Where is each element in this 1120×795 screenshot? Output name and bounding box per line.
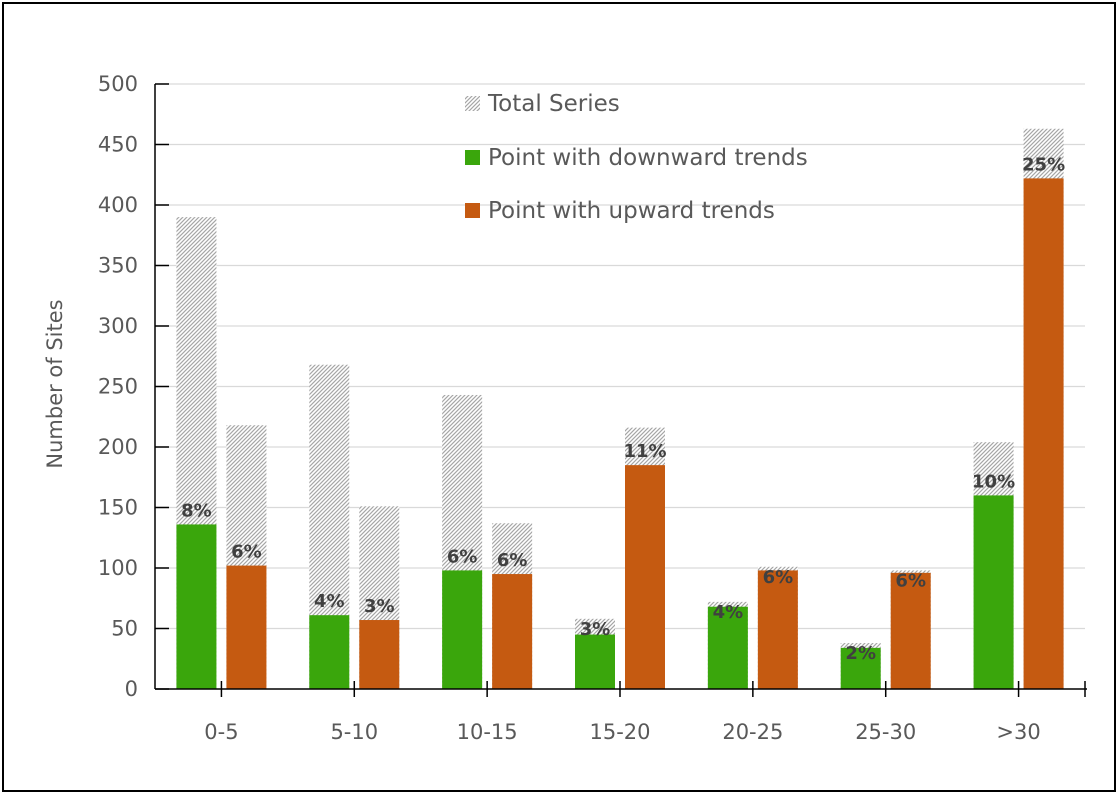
bar-down (707, 606, 748, 689)
legend-swatch-up (465, 203, 480, 218)
y-tick-label: 150 (98, 496, 138, 520)
legend-swatch-total (465, 96, 480, 111)
legend: Total Series Point with downward trends … (465, 91, 808, 224)
data-label-down: 4% (713, 602, 744, 623)
data-label-up: 6% (763, 567, 794, 588)
bar-down (309, 615, 350, 689)
data-label-down: 6% (447, 546, 478, 567)
bar-up (492, 574, 533, 689)
y-tick-label: 450 (98, 133, 138, 157)
bar-up (757, 570, 798, 689)
legend-label-total: Total Series (487, 91, 620, 117)
y-tick-label: 200 (98, 435, 138, 459)
x-tick-label: 15-20 (589, 720, 650, 744)
bar-down (176, 524, 217, 689)
data-label-down: 8% (181, 500, 212, 521)
legend-label-up: Point with upward trends (488, 198, 775, 224)
data-label-down: 3% (580, 619, 611, 640)
data-label-up: 6% (231, 542, 262, 563)
x-tick-label: 10-15 (457, 720, 518, 744)
x-tick-label: 0-5 (204, 720, 238, 744)
data-label-down: 10% (972, 471, 1015, 492)
bar-down (840, 647, 881, 689)
data-label-down: 4% (314, 591, 345, 612)
data-label-up: 6% (895, 570, 926, 591)
y-tick-label: 400 (98, 193, 138, 217)
y-tick-label: 50 (111, 617, 138, 641)
y-tick-label: 100 (98, 556, 138, 580)
data-label-up: 3% (364, 596, 395, 617)
y-axis-ticks: 0 50 100 150 200 250 300 350 400 450 500 (98, 72, 169, 701)
bar-up (1023, 178, 1064, 689)
bar-up (890, 572, 931, 689)
bar-down (973, 495, 1014, 689)
x-tick-label: 20-25 (722, 720, 783, 744)
legend-swatch-down (465, 150, 480, 165)
x-tick-label: 5-10 (330, 720, 378, 744)
y-tick-label: 300 (98, 314, 138, 338)
y-axis-title: Number of Sites (43, 299, 67, 468)
data-label-up: 6% (497, 550, 528, 571)
x-tick-label: 25-30 (855, 720, 916, 744)
bar-down (442, 570, 483, 689)
bar-up (226, 565, 267, 689)
y-tick-label: 0 (125, 677, 138, 701)
bar-down (575, 634, 615, 689)
x-axis-ticks: 0-5 5-10 10-15 15-20 20-25 25-30 >30 (204, 681, 1086, 744)
legend-label-down: Point with downward trends (488, 145, 808, 171)
axes (154, 84, 1087, 690)
bars: 8% 4% 6% 3% 4% 2% 10% 6% 3% 6% 11% 6% 6% 25% (176, 128, 1065, 689)
x-tick-label: >30 (996, 720, 1040, 744)
bar-chart: 0 50 100 150 200 250 300 350 400 450 500 8% 4% 6% 3% 4… (43, 72, 1087, 744)
bar-up (625, 465, 665, 689)
data-label-down: 2% (845, 643, 876, 664)
y-tick-label: 350 (98, 254, 138, 278)
y-tick-label: 250 (98, 375, 138, 399)
data-label-up: 11% (623, 441, 666, 462)
y-tick-label: 500 (98, 72, 138, 96)
bar-up (359, 620, 400, 689)
data-label-up: 25% (1022, 154, 1065, 175)
